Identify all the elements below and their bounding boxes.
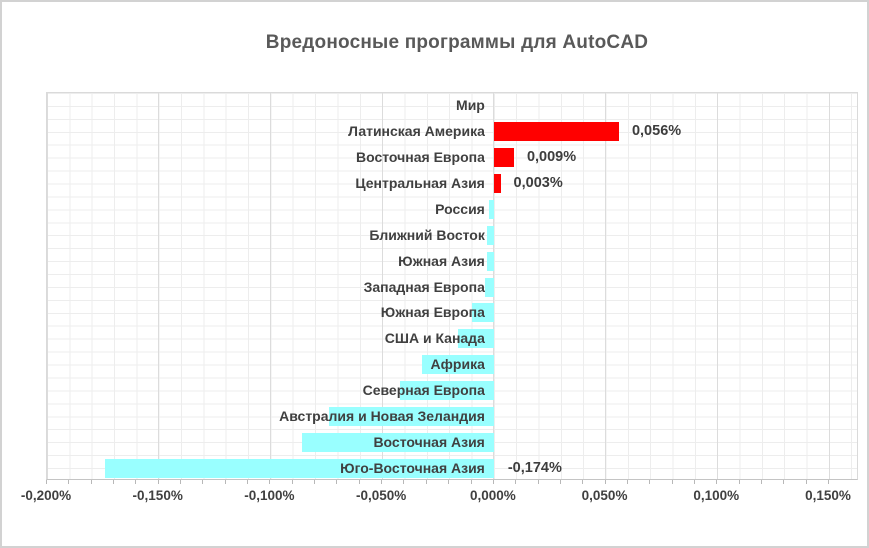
x-axis-minor-tick	[604, 480, 606, 484]
x-axis-minor-tick	[537, 480, 539, 484]
x-axis-minor-tick	[805, 480, 807, 484]
x-axis-tick-label: 0,050%	[581, 488, 628, 503]
x-axis-minor-tick	[180, 480, 182, 484]
plot-area: Мир Латинская Америка 0,056% Восточная Евро…	[46, 92, 858, 480]
gridline-major	[716, 93, 718, 479]
category-label: Ближний Восток	[369, 226, 485, 243]
negative-bar	[487, 251, 494, 271]
x-axis-minor-tick	[649, 480, 651, 484]
category-label: Восточная Азия	[373, 433, 485, 450]
x-axis-minor-tick	[716, 480, 718, 484]
x-axis-minor-tick	[671, 480, 673, 484]
category-label: Латинская Америка	[348, 123, 485, 140]
data-label: 0,056%	[631, 123, 682, 140]
x-axis-tick-label: -0,100%	[244, 488, 295, 503]
x-axis-minor-tick	[90, 480, 92, 484]
negative-bar	[400, 380, 494, 400]
category-label: Австралия и Новая Зеландия	[279, 407, 485, 424]
x-axis-minor-tick	[559, 480, 561, 484]
category-label: Южная Азия	[398, 252, 485, 269]
x-axis-minor-tick	[515, 480, 517, 484]
gridline-major	[828, 93, 830, 479]
x-axis-minor-tick	[470, 480, 472, 484]
negative-bar	[489, 199, 494, 219]
x-axis-tick-label: 0,150%	[805, 488, 851, 503]
gridline-major	[605, 93, 607, 479]
x-axis-tick-label: 0,000%	[469, 488, 516, 503]
x-axis-minor-tick	[336, 480, 338, 484]
negative-bar	[487, 225, 494, 245]
x-axis-tick-label: -0,150%	[132, 488, 183, 503]
x-axis-minor-tick	[760, 480, 762, 484]
gridline-major	[381, 93, 383, 479]
category-label: США и Канада	[384, 330, 485, 347]
x-axis-minor-tick	[828, 480, 829, 484]
x-axis-minor-tick	[291, 480, 293, 484]
category-label: Центральная Азия	[355, 175, 485, 192]
positive-bar	[493, 122, 619, 142]
x-axis-tick-label: 0,100%	[693, 488, 740, 503]
x-axis-minor-tick	[157, 480, 159, 484]
negative-bar	[328, 406, 494, 426]
x-axis-tick-label: -0,200%	[20, 488, 72, 503]
category-label: Западная Европа	[363, 278, 485, 295]
category-label: Мир	[456, 97, 485, 114]
chart-title: Вредоносные программы для AutoCAD	[265, 32, 649, 53]
x-axis-minor-tick	[46, 480, 47, 484]
x-axis-minor-tick	[582, 480, 584, 484]
x-axis-minor-tick	[358, 480, 360, 484]
data-label: -0,174%	[507, 459, 562, 476]
x-axis-minor-tick	[403, 480, 405, 484]
x-axis-minor-tick	[113, 480, 115, 484]
x-axis-minor-tick	[381, 480, 383, 484]
category-label: Юго-Восточная Азия	[340, 459, 485, 476]
x-axis-minor-tick	[693, 480, 695, 484]
data-label: 0,009%	[526, 149, 577, 166]
negative-bar	[471, 303, 494, 323]
positive-bar	[493, 174, 501, 194]
x-axis-minor-tick	[626, 480, 628, 484]
x-axis-minor-tick	[224, 480, 226, 484]
negative-bar	[301, 432, 494, 452]
category-label: Россия	[435, 200, 485, 217]
category-label: Африка	[430, 356, 485, 373]
x-axis-minor-tick	[425, 480, 427, 484]
x-axis-minor-tick	[269, 480, 271, 484]
gridline-major	[158, 93, 160, 479]
category-label: Восточная Европа	[356, 149, 485, 166]
category-label: Южная Европа	[380, 304, 485, 321]
negative-bar	[105, 458, 494, 478]
category-label: Северная Европа	[362, 381, 485, 398]
x-axis-tick-label: -0,050%	[355, 488, 407, 503]
x-axis-minor-tick	[492, 480, 494, 484]
positive-bar	[493, 148, 514, 168]
negative-bar	[484, 277, 494, 297]
x-axis-minor-tick	[202, 480, 204, 484]
data-label: 0,003%	[513, 175, 563, 192]
x-axis-minor-tick	[448, 480, 450, 484]
x-axis-minor-tick	[68, 480, 70, 484]
x-axis-minor-tick	[247, 480, 249, 484]
gridline-major	[493, 93, 495, 479]
negative-bar	[422, 355, 494, 375]
x-axis-minor-tick	[135, 480, 137, 484]
x-axis-minor-tick	[738, 480, 740, 484]
x-axis-minor-tick	[783, 480, 785, 484]
negative-bar	[458, 329, 494, 349]
x-axis-minor-tick	[314, 480, 316, 484]
gridline-major	[46, 93, 48, 479]
gridline-major	[269, 93, 271, 479]
